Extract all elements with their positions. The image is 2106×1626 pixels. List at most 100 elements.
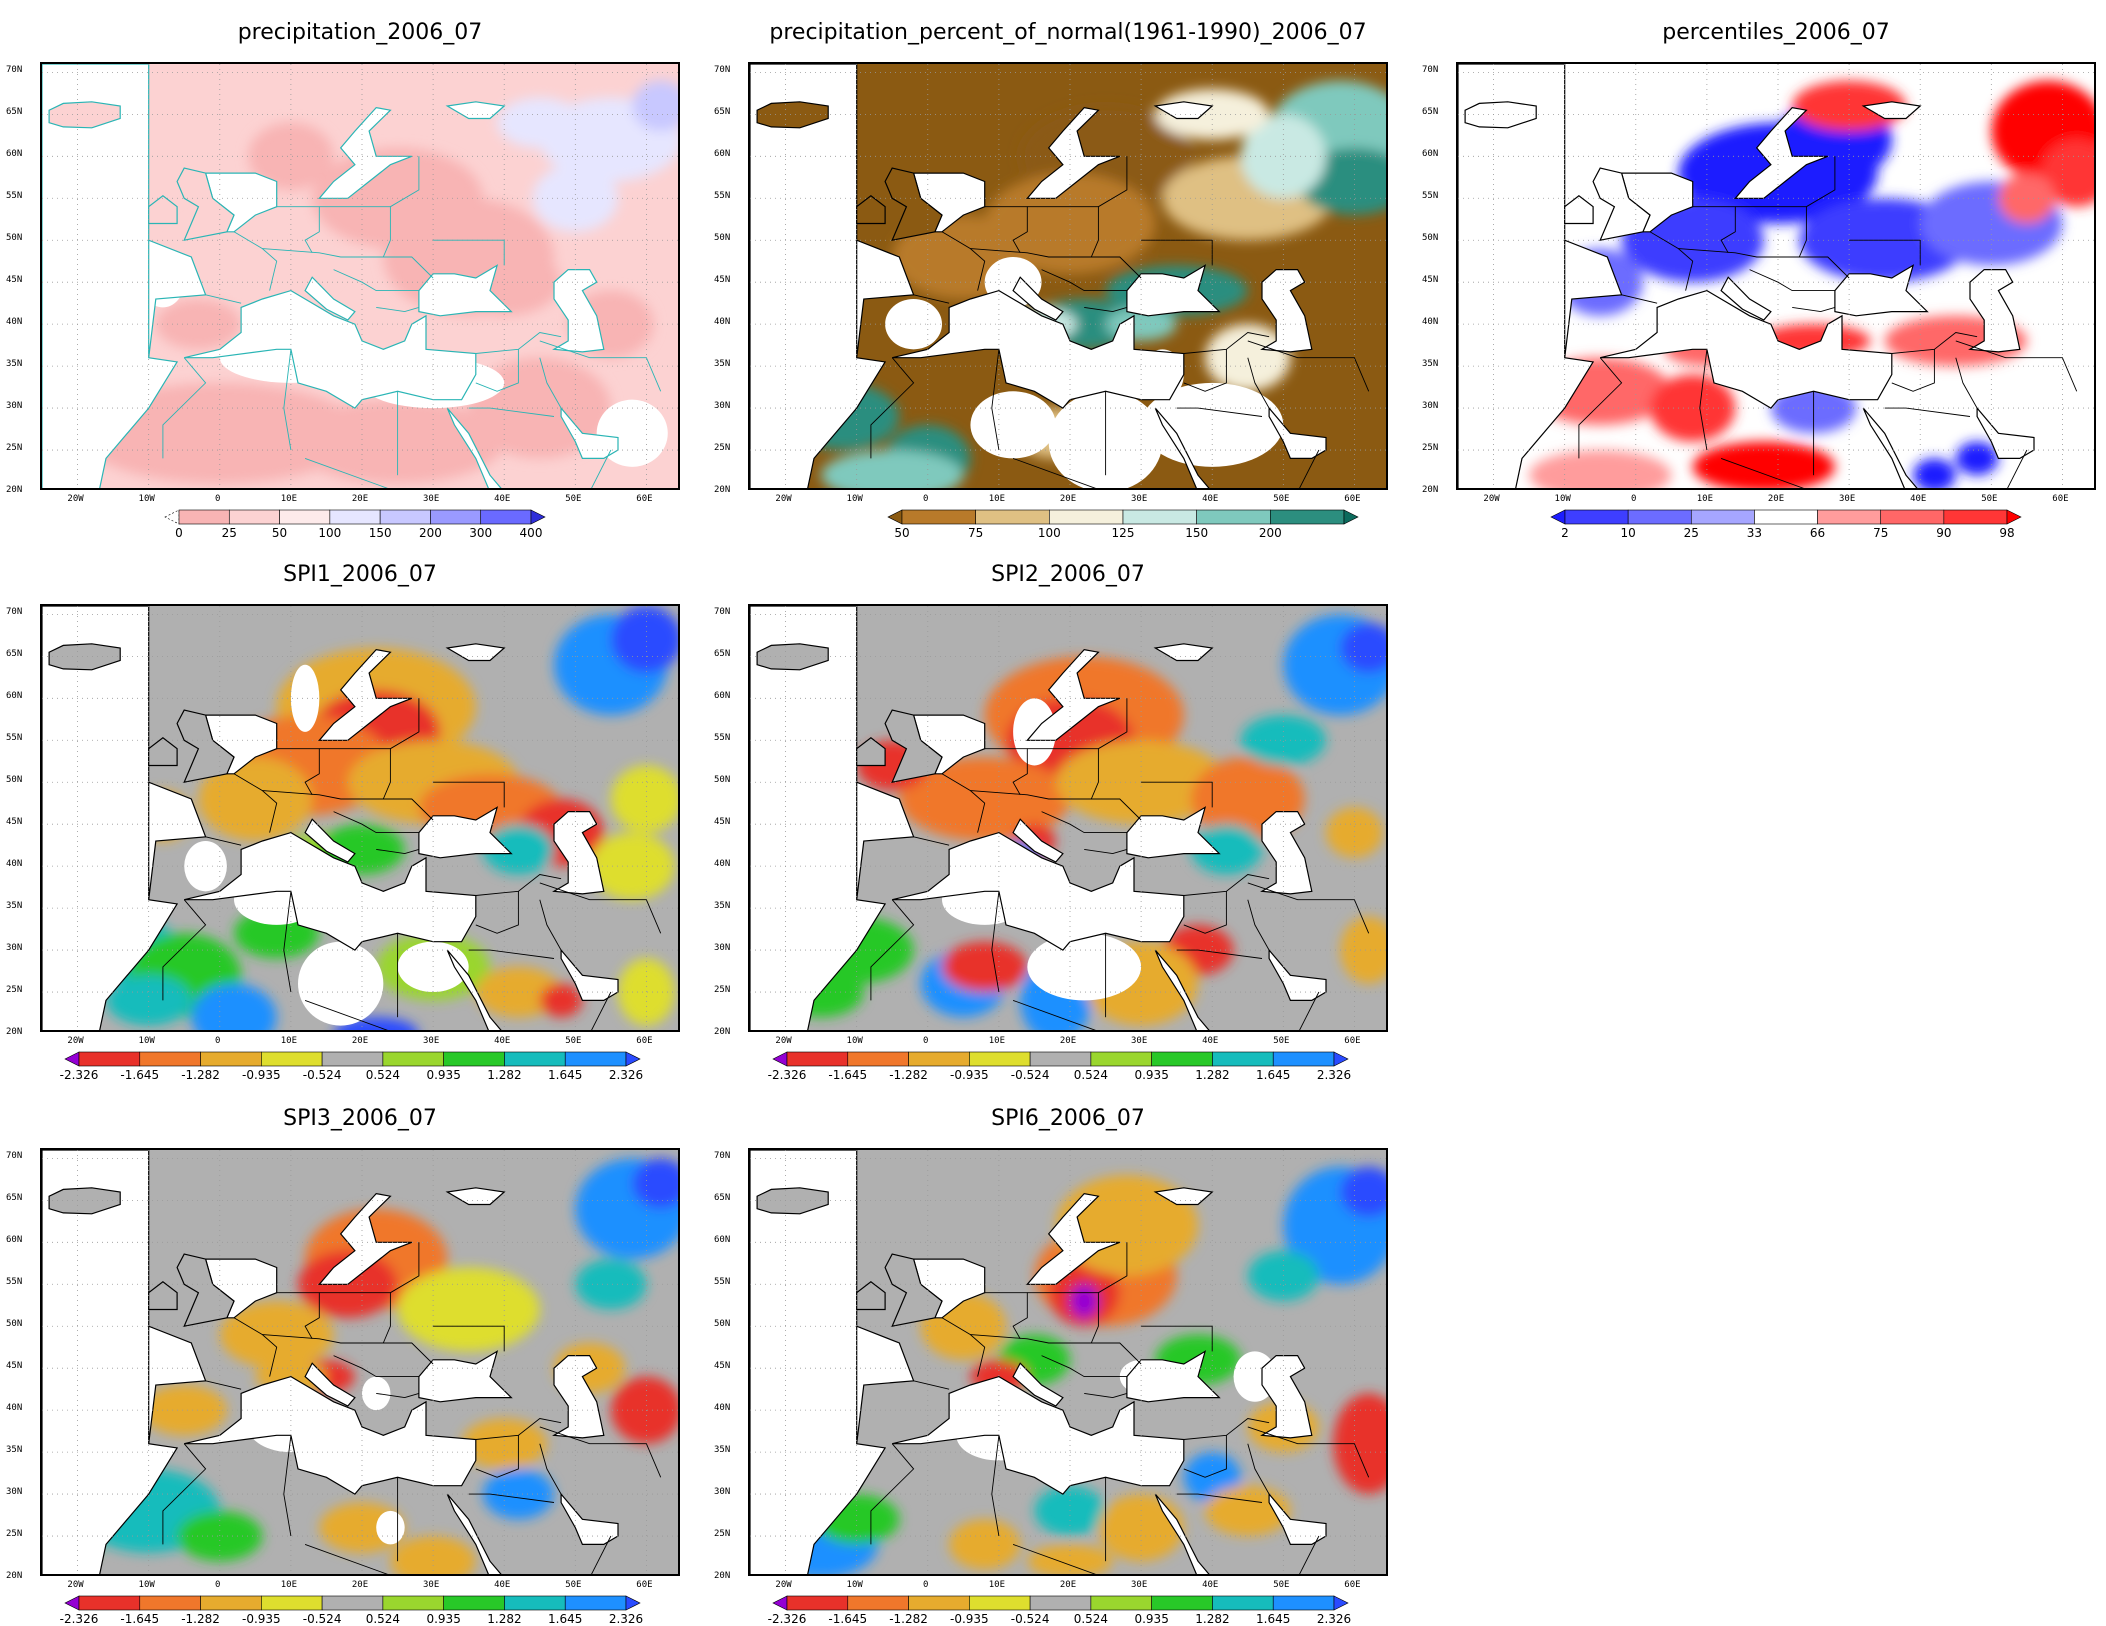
sea-area <box>184 831 477 951</box>
colorbar-label: 2.326 <box>608 1612 644 1626</box>
lon-label: 10W <box>846 1036 863 1046</box>
colorbar-label: -2.326 <box>767 1612 807 1626</box>
lon-label: 20E <box>1059 494 1077 504</box>
sea-area <box>1458 64 1623 488</box>
sea-area <box>1012 818 1064 863</box>
lat-label: 50N <box>6 1319 23 1330</box>
lon-label: 10E <box>988 494 1006 504</box>
field-blob <box>949 1519 1021 1570</box>
lon-label: 60E <box>636 1036 653 1046</box>
lat-label: 55N <box>6 1277 23 1288</box>
lon-label: 40E <box>1202 1580 1219 1590</box>
colorbar-segment <box>1270 509 1345 525</box>
field-blob <box>1240 715 1326 766</box>
sea-area <box>1153 101 1214 120</box>
colorbar-segment <box>786 1595 849 1611</box>
colorbar-lower-arrow <box>64 1595 80 1611</box>
lon-label: 50E <box>565 1036 582 1046</box>
lon-label: 40E <box>494 1580 511 1590</box>
colorbar-label: 1.282 <box>1195 1612 1230 1626</box>
island <box>176 167 235 242</box>
sea-area <box>560 948 619 1001</box>
sea-area <box>1154 407 1210 488</box>
sea-area <box>42 64 207 488</box>
lon-label: 20E <box>351 1580 369 1590</box>
field-blob <box>191 983 277 1030</box>
field-blob <box>899 757 1070 841</box>
colorbar-upper-arrow <box>2006 509 2022 525</box>
map-panel-percent-of-normal: precipitation_percent_of_normal(1961-199… <box>714 16 1388 540</box>
colorbar-segment <box>1754 509 1818 525</box>
colorbar <box>64 1051 641 1067</box>
colorbar-segment <box>1090 1595 1152 1611</box>
map-panel-percentiles: percentiles_2006_07 70N 65N 60N 55N 50N 45N 40N… <box>1422 16 2096 540</box>
lat-label: 45N <box>714 1361 731 1372</box>
lon-label: 60E <box>1344 1580 1361 1590</box>
map-title: precipitation_percent_of_normal(1961-199… <box>769 20 1367 45</box>
map-canvas <box>42 64 678 488</box>
colorbar-upper-arrow <box>1333 1051 1349 1067</box>
colorbar-label: 25 <box>1683 526 1699 540</box>
lon-label: 20E <box>351 494 369 504</box>
lat-label: 50N <box>714 775 731 786</box>
colorbar-segment <box>261 1051 323 1067</box>
lon-label: 40E <box>494 494 511 504</box>
lat-label: 30N <box>6 401 23 412</box>
sea-area <box>184 1375 477 1495</box>
sea-area <box>1862 407 1918 488</box>
lon-label: 50E <box>1273 1580 1290 1590</box>
lon-label: 30E <box>422 1580 440 1590</box>
colorbar-label: 300 <box>469 526 493 540</box>
lat-label: 45N <box>6 1361 23 1372</box>
lat-label: 60N <box>1422 149 1439 160</box>
field-blob <box>575 1259 647 1310</box>
lon-label: 50E <box>1273 1036 1290 1046</box>
colorbar-segment <box>847 1595 909 1611</box>
colorbar-segment <box>382 1051 444 1067</box>
colorbar-segment <box>139 1051 201 1067</box>
field-blob <box>397 1267 540 1352</box>
lon-label: 20W <box>67 1580 84 1590</box>
no-data-area <box>184 840 227 892</box>
no-data-area <box>376 1510 405 1545</box>
colorbar-label: 10 <box>1620 526 1636 540</box>
lon-label: 10W <box>138 1036 155 1046</box>
lat-label: 25N <box>714 1529 731 1540</box>
iceland <box>756 1187 829 1215</box>
colorbar-label: -2.326 <box>59 1612 99 1626</box>
sea-area <box>446 407 502 488</box>
map-canvas <box>750 64 1386 488</box>
sea-area <box>445 101 506 120</box>
map-title: SPI6_2006_07 <box>991 1106 1145 1131</box>
sea-area <box>1026 106 1121 199</box>
colorbar-segment <box>1049 509 1124 525</box>
colorbar-label: 0.524 <box>1073 1612 1109 1626</box>
lat-label: 35N <box>714 901 731 912</box>
sea-area <box>304 1362 356 1407</box>
colorbar-label: 0 <box>175 526 183 540</box>
field-blob <box>942 941 1028 993</box>
colorbar-label: 0.935 <box>1134 1612 1169 1626</box>
sea-area <box>560 406 619 459</box>
field-blob <box>632 1158 678 1209</box>
field-blob <box>219 1301 334 1369</box>
colorbar-segment <box>228 509 280 525</box>
colorbar-label: -2.326 <box>59 1068 99 1082</box>
colorbar-segment <box>908 1595 970 1611</box>
lon-label: 50E <box>565 494 582 504</box>
lon-label: 50E <box>1273 494 1290 504</box>
map-title: percentiles_2006_07 <box>1662 20 1890 45</box>
colorbar-segment <box>504 1595 566 1611</box>
lat-label: 35N <box>6 901 23 912</box>
colorbar-lower-arrow <box>64 1051 80 1067</box>
lon-label: 0 <box>923 1036 929 1046</box>
sea-area <box>1012 1362 1064 1407</box>
lon-label: 50E <box>1981 494 1998 504</box>
colorbar-segment <box>329 509 381 525</box>
island <box>884 709 943 784</box>
colorbar-segment <box>430 509 482 525</box>
map-area <box>748 62 1388 490</box>
lon-label: 60E <box>1344 494 1361 504</box>
field-blob <box>1913 458 1956 488</box>
lon-label: 0 <box>923 494 929 504</box>
